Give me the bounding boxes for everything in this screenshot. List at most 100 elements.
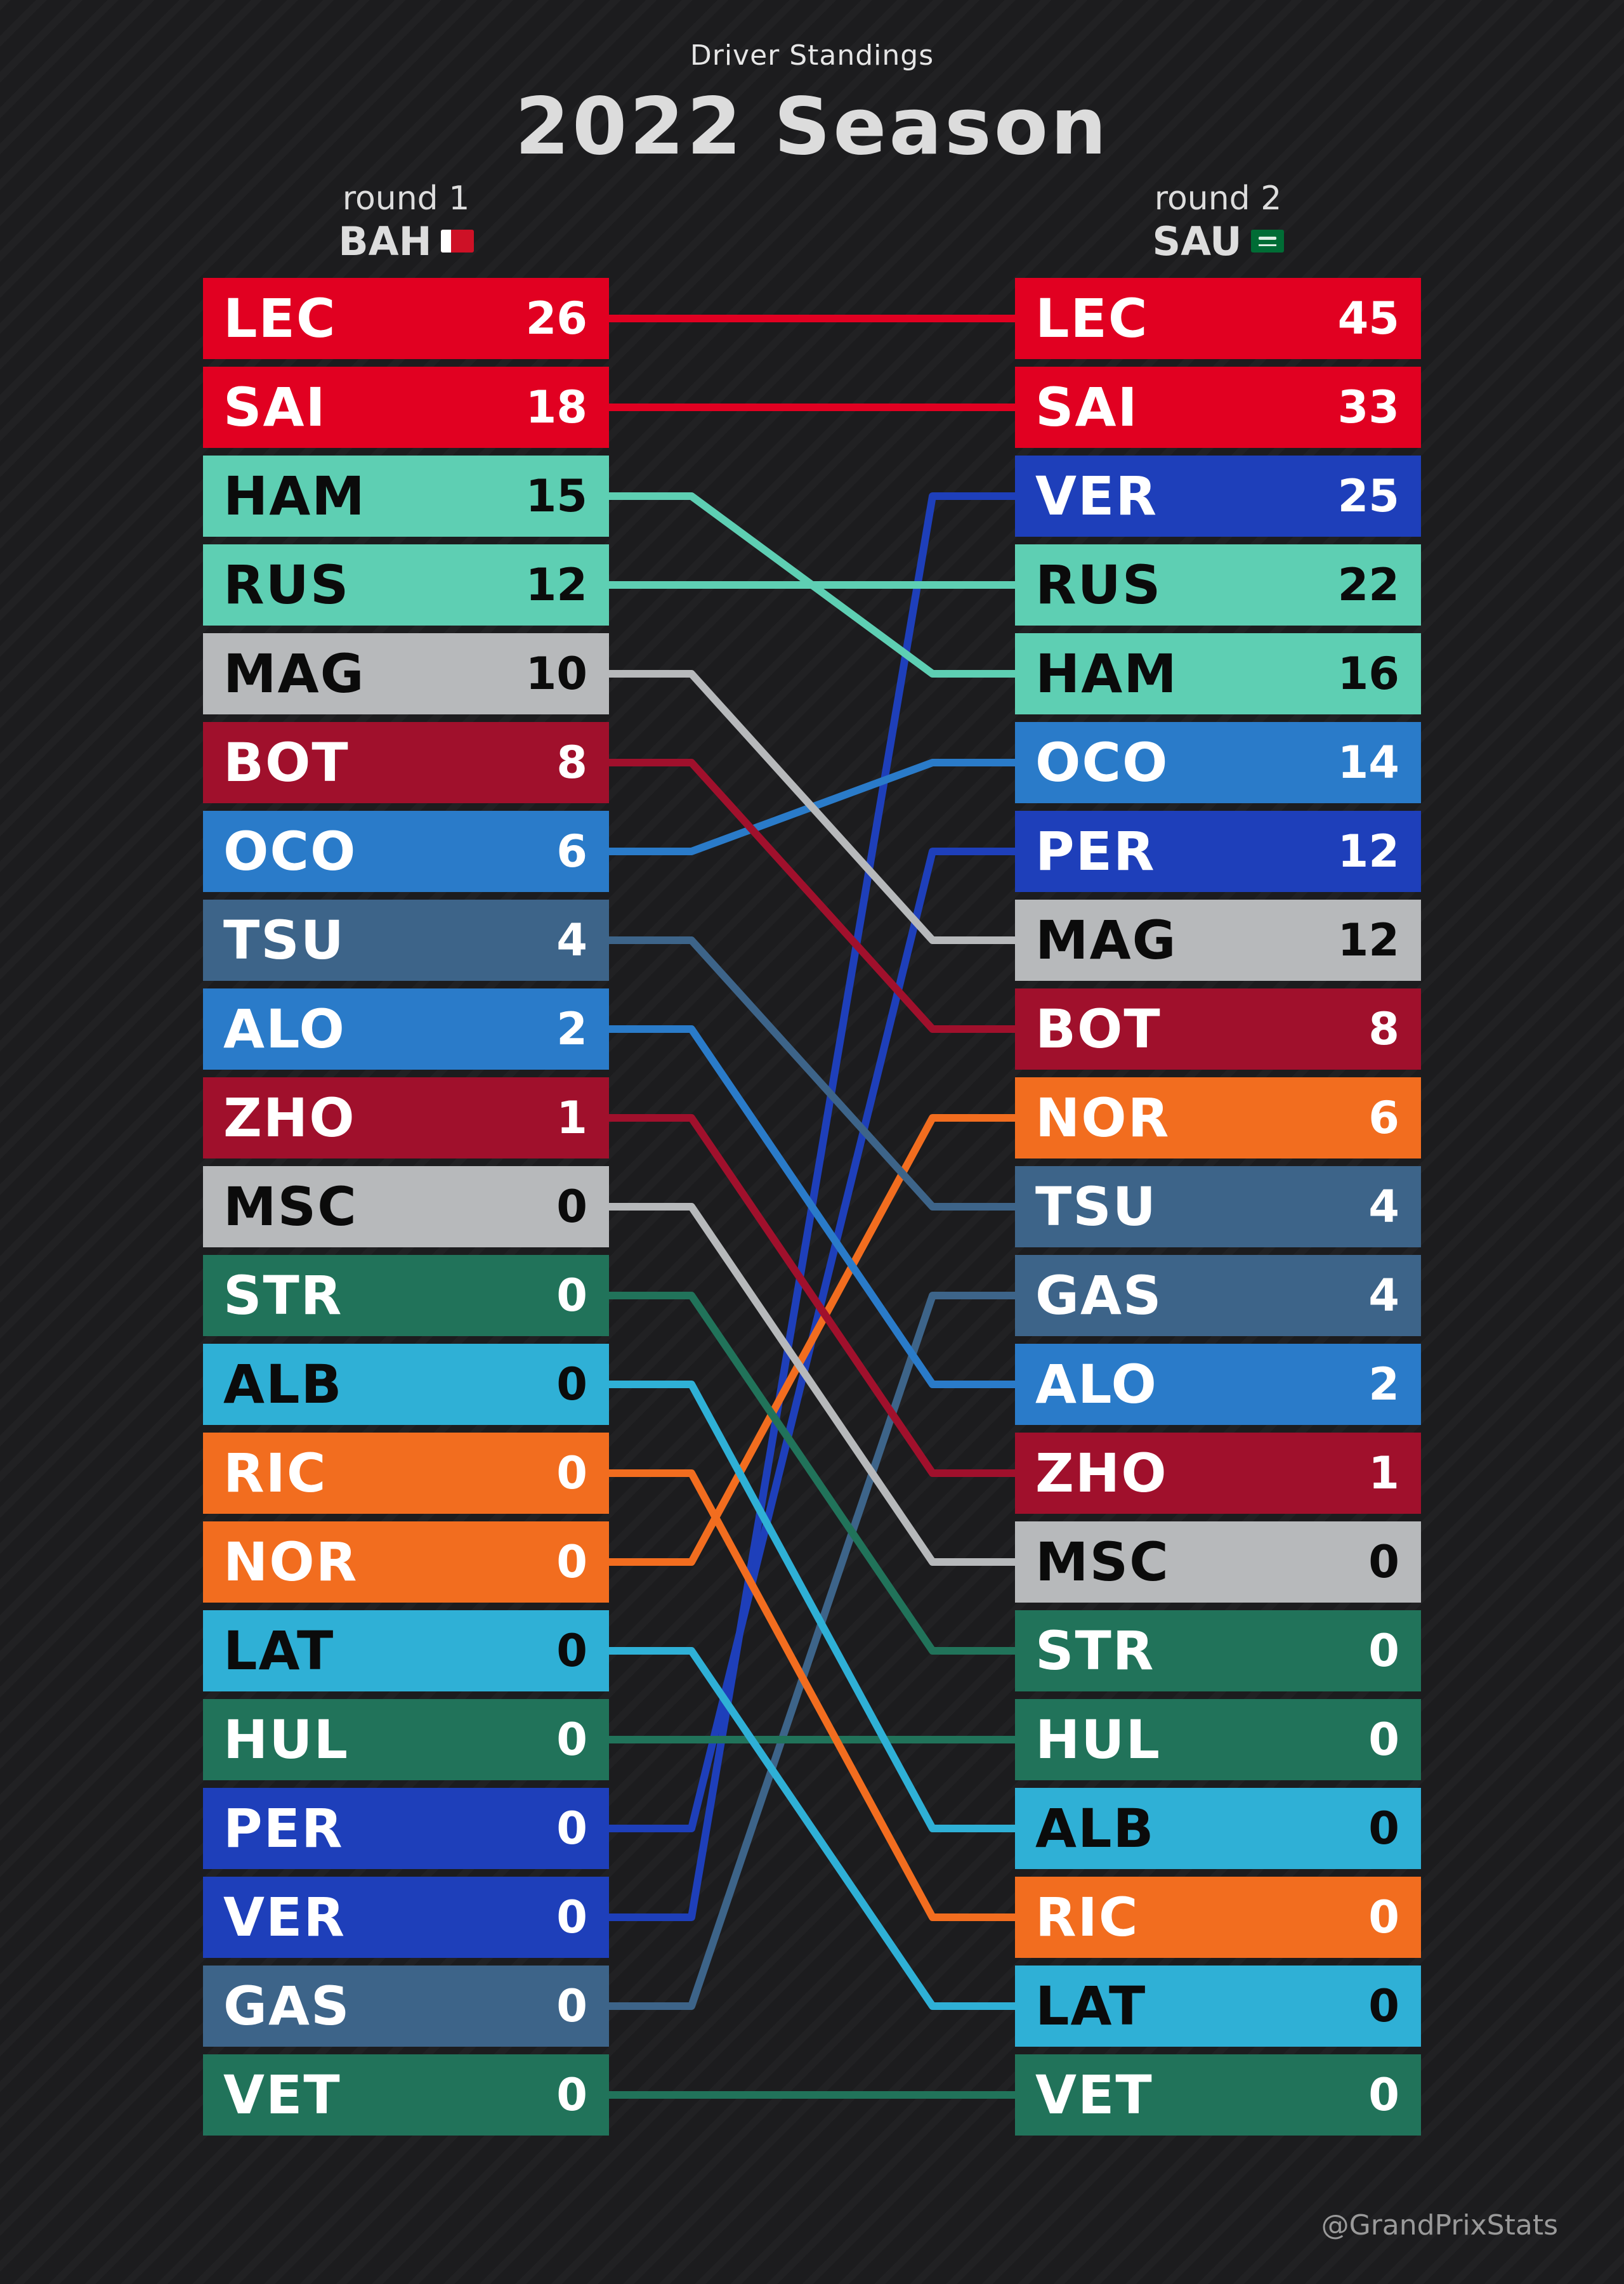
link-msc: [609, 1203, 1015, 1566]
driver-code: TSU: [223, 909, 346, 971]
standing-tile-r2-nor: NOR 6: [1015, 1077, 1421, 1158]
driver-points: 10: [525, 648, 587, 700]
driver-points: 2: [556, 1003, 587, 1055]
driver-points: 12: [525, 559, 587, 611]
standing-tile-r1-ham: HAM 15: [203, 456, 609, 537]
driver-code: LAT: [223, 1620, 335, 1682]
driver-points: 0: [1368, 1802, 1399, 1854]
standing-tile-r2-bot: BOT 8: [1015, 988, 1421, 1070]
link-lat: [609, 1647, 1015, 2010]
standing-tile-r2-mag: MAG 12: [1015, 900, 1421, 981]
saudi-arabia-flag-icon: [1250, 230, 1284, 253]
standing-tile-r1-rus: RUS 12: [203, 544, 609, 626]
standing-tile-r2-sai: SAI 33: [1015, 367, 1421, 448]
driver-code: LEC: [1035, 287, 1149, 350]
driver-code: TSU: [1035, 1176, 1158, 1238]
driver-code: MSC: [223, 1176, 358, 1238]
standing-tile-r1-per: PER 0: [203, 1788, 609, 1869]
driver-code: STR: [1035, 1620, 1155, 1682]
driver-points: 0: [1368, 2069, 1399, 2121]
standing-tile-r1-zho: ZHO 1: [203, 1077, 609, 1158]
standing-tile-r2-rus: RUS 22: [1015, 544, 1421, 626]
link-str: [609, 1292, 1015, 1655]
round-2-header: round 2 SAU: [1015, 179, 1421, 265]
driver-points: 0: [556, 1181, 587, 1233]
link-nor: [609, 1114, 1015, 1566]
link-gas: [609, 1292, 1015, 2010]
driver-points: 0: [1368, 1714, 1399, 1766]
driver-code: GAS: [223, 1975, 351, 2037]
driver-code: ALO: [223, 998, 346, 1060]
standing-tile-r1-lec: LEC 26: [203, 278, 609, 359]
standing-tile-r2-str: STR 0: [1015, 1610, 1421, 1691]
driver-points: 8: [1368, 1003, 1399, 1055]
round-2-code: SAU: [1152, 218, 1242, 265]
standing-tile-r2-msc: MSC 0: [1015, 1521, 1421, 1603]
driver-code: ALB: [223, 1353, 343, 1415]
driver-code: HAM: [223, 465, 366, 527]
standing-tile-r1-alo: ALO 2: [203, 988, 609, 1070]
driver-points: 12: [1337, 825, 1399, 877]
driver-points: 2: [1368, 1358, 1399, 1410]
driver-points: 6: [556, 825, 587, 877]
driver-code: ZHO: [1035, 1442, 1168, 1504]
driver-code: VET: [223, 2064, 341, 2126]
driver-code: ALO: [1035, 1353, 1158, 1415]
link-alb: [609, 1381, 1015, 1832]
round-1-code: BAH: [338, 218, 432, 265]
standing-tile-r2-ric: RIC 0: [1015, 1877, 1421, 1958]
driver-code: STR: [223, 1264, 343, 1327]
link-alo: [609, 1025, 1015, 1388]
link-zho: [609, 1114, 1015, 1477]
credit-handle: @GrandPrixStats: [1321, 2209, 1558, 2241]
round-1-header: round 1 BAH: [203, 179, 609, 265]
driver-points: 8: [556, 737, 587, 789]
driver-points: 0: [1368, 1536, 1399, 1588]
driver-points: 25: [1337, 470, 1399, 522]
driver-code: LEC: [223, 287, 337, 350]
driver-points: 0: [556, 1536, 587, 1588]
standing-tile-r2-per: PER 12: [1015, 811, 1421, 892]
driver-points: 45: [1337, 292, 1399, 345]
driver-points: 0: [1368, 1891, 1399, 1943]
driver-code: BOT: [1035, 998, 1162, 1060]
driver-points: 15: [525, 470, 587, 522]
driver-code: VER: [223, 1886, 346, 1948]
driver-points: 16: [1337, 648, 1399, 700]
driver-points: 0: [556, 1714, 587, 1766]
driver-code: MSC: [1035, 1531, 1170, 1593]
driver-code: LAT: [1035, 1975, 1147, 2037]
standing-tile-r2-gas: GAS 4: [1015, 1255, 1421, 1336]
link-ric: [609, 1469, 1015, 1921]
standing-tile-r2-zho: ZHO 1: [1015, 1433, 1421, 1514]
standing-tile-r1-alb: ALB 0: [203, 1344, 609, 1425]
chart-subtitle: Driver Standings: [690, 39, 934, 72]
driver-code: ZHO: [223, 1087, 356, 1149]
driver-code: NOR: [223, 1531, 358, 1593]
standing-tile-r2-tsu: TSU 4: [1015, 1166, 1421, 1247]
standing-tile-r1-hul: HUL 0: [203, 1699, 609, 1780]
standing-tile-r2-hul: HUL 0: [1015, 1699, 1421, 1780]
standing-tile-r1-oco: OCO 6: [203, 811, 609, 892]
driver-code: VER: [1035, 465, 1158, 527]
driver-points: 0: [1368, 1980, 1399, 2032]
standing-tile-r2-ham: HAM 16: [1015, 633, 1421, 714]
chart-title: 2022 Season: [514, 81, 1110, 173]
standing-tile-r1-nor: NOR 0: [203, 1521, 609, 1603]
standing-tile-r1-ver: VER 0: [203, 1877, 609, 1958]
driver-code: MAG: [1035, 909, 1177, 971]
driver-points: 0: [556, 1891, 587, 1943]
standing-tile-r1-sai: SAI 18: [203, 367, 609, 448]
driver-points: 33: [1337, 381, 1399, 433]
driver-points: 1: [1368, 1447, 1399, 1499]
driver-code: HUL: [1035, 1709, 1162, 1771]
standing-tile-r1-vet: VET 0: [203, 2054, 609, 2136]
round-1-label: round 1: [342, 180, 470, 218]
driver-points: 4: [1368, 1181, 1399, 1233]
driver-code: NOR: [1035, 1087, 1170, 1149]
bahrain-flag-icon: [440, 230, 474, 253]
driver-code: HUL: [223, 1709, 350, 1771]
driver-points: 1: [556, 1092, 587, 1144]
standing-tile-r2-ver: VER 25: [1015, 456, 1421, 537]
